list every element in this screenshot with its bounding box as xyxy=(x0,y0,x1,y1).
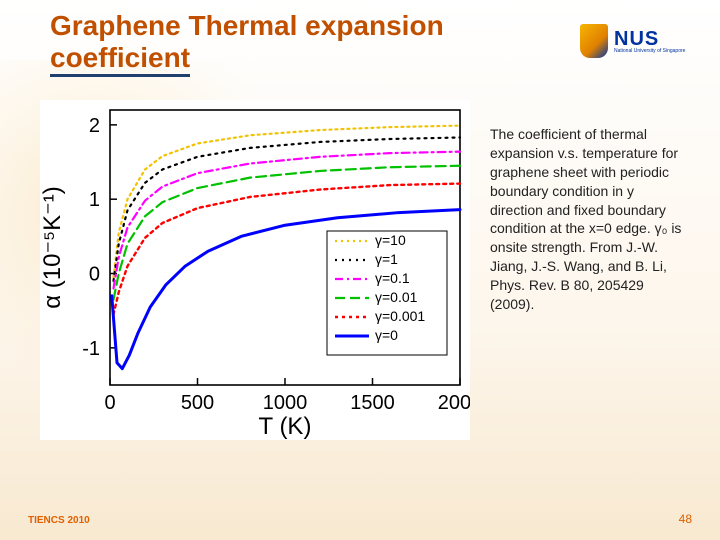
footer-page-number: 48 xyxy=(679,512,692,526)
svg-text:500: 500 xyxy=(181,392,214,414)
page-title: Graphene Thermal expansion coefficient xyxy=(50,10,470,77)
svg-text:1500: 1500 xyxy=(350,392,395,414)
svg-text:-1: -1 xyxy=(82,338,100,360)
nus-logo-sub: National University of Singapore xyxy=(614,49,685,54)
nus-logo-label: NUS xyxy=(614,29,685,49)
title-line-1: Graphene Thermal expansion xyxy=(50,10,444,41)
svg-text:γ=0.01: γ=0.01 xyxy=(375,289,418,305)
svg-text:1000: 1000 xyxy=(263,392,308,414)
figure-caption: The coefficient of thermal expansion v.s… xyxy=(490,125,685,314)
svg-text:γ=10: γ=10 xyxy=(375,232,406,248)
svg-text:0: 0 xyxy=(89,264,100,286)
nus-logo-text: NUS National University of Singapore xyxy=(614,29,685,54)
chart-container: 0 500 1000 1500 2000 -1 0 1 2 T (K) α (10⁻⁵K⁻¹) γ=1… xyxy=(40,100,470,440)
svg-text:γ=1: γ=1 xyxy=(375,251,398,267)
svg-text:0: 0 xyxy=(104,392,115,414)
svg-text:2: 2 xyxy=(89,115,100,137)
svg-text:1: 1 xyxy=(89,189,100,211)
svg-text:γ=0.1: γ=0.1 xyxy=(375,270,410,286)
thermal-expansion-chart: 0 500 1000 1500 2000 -1 0 1 2 T (K) α (10⁻⁵K⁻¹) γ=1… xyxy=(40,100,470,440)
title-line-2: coefficient xyxy=(50,42,190,77)
svg-text:α (10⁻⁵K⁻¹): α (10⁻⁵K⁻¹) xyxy=(40,186,66,309)
nus-logo: NUS National University of Singapore xyxy=(580,22,690,60)
nus-crest-icon xyxy=(580,24,608,58)
footer-conference: TIENCS 2010 xyxy=(28,515,90,526)
svg-text:γ=0.001: γ=0.001 xyxy=(375,308,425,324)
svg-text:T (K): T (K) xyxy=(259,413,312,440)
slide-root: Graphene Thermal expansion coefficient N… xyxy=(0,0,720,540)
svg-text:2000: 2000 xyxy=(438,392,470,414)
svg-text:γ=0: γ=0 xyxy=(375,327,398,343)
